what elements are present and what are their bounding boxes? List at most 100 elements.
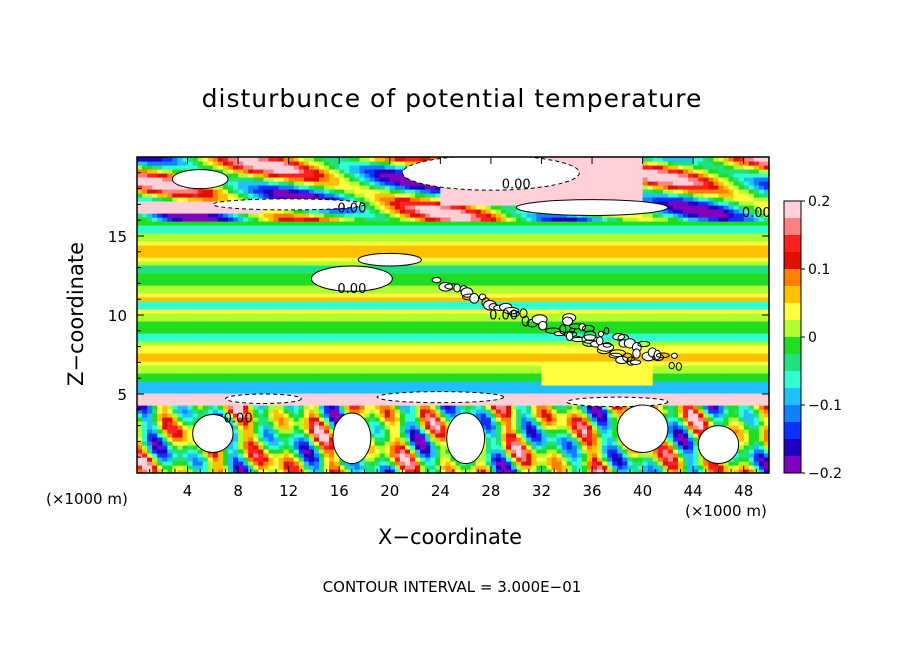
heatmap-cell xyxy=(152,453,158,458)
heatmap-cell xyxy=(359,409,366,414)
heatmap-cell xyxy=(222,333,229,338)
heatmap-cell xyxy=(268,469,275,473)
heatmap-cell xyxy=(445,205,452,210)
heatmap-cell xyxy=(384,177,391,182)
heatmap-cell xyxy=(253,241,259,246)
heatmap-cell xyxy=(228,341,234,346)
heatmap-cell xyxy=(283,425,290,430)
heatmap-cell xyxy=(435,349,441,354)
heatmap-cell xyxy=(420,229,426,234)
heatmap-cell xyxy=(430,189,436,194)
heatmap-cell xyxy=(369,305,376,310)
heatmap-cell xyxy=(384,441,391,446)
heatmap-cell xyxy=(364,233,371,238)
heatmap-cell xyxy=(384,333,391,338)
heatmap-cell xyxy=(147,301,153,306)
heatmap-cell xyxy=(394,417,401,422)
heatmap-cell xyxy=(243,333,249,338)
heatmap-cell xyxy=(278,245,285,250)
heatmap-cell xyxy=(308,349,315,354)
heatmap-cell xyxy=(374,245,381,250)
heatmap-cell xyxy=(440,429,447,434)
heatmap-cell xyxy=(369,301,376,306)
heatmap-cell xyxy=(298,217,305,222)
heatmap-cell xyxy=(308,225,315,230)
heatmap-cell xyxy=(258,349,264,354)
heatmap-cell xyxy=(152,285,158,290)
heatmap-cell xyxy=(137,193,143,198)
heatmap-cell xyxy=(308,193,315,198)
heatmap-cell xyxy=(410,341,416,346)
heatmap-cell xyxy=(283,341,290,346)
heatmap-cell xyxy=(404,265,411,270)
heatmap-cell xyxy=(293,337,300,342)
heatmap-cell xyxy=(319,217,325,222)
heatmap-cell xyxy=(374,201,381,206)
heatmap-cell xyxy=(420,221,426,226)
heatmap-cell xyxy=(147,369,153,374)
heatmap-cell xyxy=(450,309,457,314)
heatmap-cell xyxy=(450,293,457,298)
heatmap-cell xyxy=(142,465,148,470)
heatmap-cell xyxy=(329,425,335,430)
heatmap-cell xyxy=(399,433,406,438)
heatmap-cell xyxy=(172,297,179,302)
heatmap-cell xyxy=(147,229,153,234)
heatmap-cell xyxy=(263,353,270,358)
heatmap-cell xyxy=(152,257,158,262)
heatmap-cell xyxy=(207,253,214,258)
heatmap-cell xyxy=(308,381,315,386)
heatmap-cell xyxy=(137,389,143,394)
heatmap-cell xyxy=(410,189,416,194)
heatmap-cell xyxy=(283,437,290,442)
heatmap-cell xyxy=(344,177,350,182)
heatmap-cell xyxy=(177,225,184,230)
heatmap-cell xyxy=(187,469,194,473)
heatmap-cell xyxy=(233,161,239,166)
heatmap-cell xyxy=(152,465,158,470)
heatmap-cell xyxy=(187,361,194,366)
heatmap-cell xyxy=(319,261,325,266)
heatmap-cell xyxy=(450,313,457,318)
heatmap-cell xyxy=(157,285,163,290)
heatmap-cell xyxy=(182,393,189,398)
heatmap-cell xyxy=(248,289,254,294)
heatmap-cell xyxy=(415,285,421,290)
heatmap-cell xyxy=(238,277,244,282)
heatmap-cell xyxy=(253,405,259,410)
heatmap-cell xyxy=(298,329,305,334)
heatmap-cell xyxy=(197,301,204,306)
heatmap-cell xyxy=(349,333,356,338)
heatmap-cell xyxy=(384,337,391,342)
heatmap-cell xyxy=(182,445,189,450)
heatmap-cell xyxy=(238,425,244,430)
heatmap-cell xyxy=(399,417,406,422)
heatmap-cell xyxy=(222,253,229,258)
heatmap-cell xyxy=(364,301,371,306)
heatmap-cell xyxy=(273,401,280,406)
heatmap-cell xyxy=(283,261,290,266)
heatmap-cell xyxy=(303,273,310,278)
heatmap-cell xyxy=(339,349,345,354)
heatmap-cell xyxy=(384,289,391,294)
heatmap-cell xyxy=(192,221,199,226)
heatmap-cell xyxy=(207,249,214,254)
heatmap-cell xyxy=(298,369,305,374)
heatmap-cell xyxy=(212,233,219,238)
heatmap-cell xyxy=(243,425,249,430)
heatmap-cell xyxy=(157,357,163,362)
heatmap-cell xyxy=(359,305,366,310)
heatmap-cell xyxy=(319,305,325,310)
heatmap-cell xyxy=(293,301,300,306)
heatmap-cell xyxy=(379,169,386,174)
heatmap-cell xyxy=(207,293,214,298)
heatmap-cell xyxy=(394,369,401,374)
heatmap-cell xyxy=(445,253,452,258)
heatmap-cell xyxy=(197,209,204,214)
heatmap-cell xyxy=(313,393,320,398)
heatmap-cell xyxy=(182,337,189,342)
heatmap-cell xyxy=(425,313,431,318)
heatmap-cell xyxy=(430,205,436,210)
heatmap-cell xyxy=(167,205,173,210)
heatmap-cell xyxy=(222,249,229,254)
